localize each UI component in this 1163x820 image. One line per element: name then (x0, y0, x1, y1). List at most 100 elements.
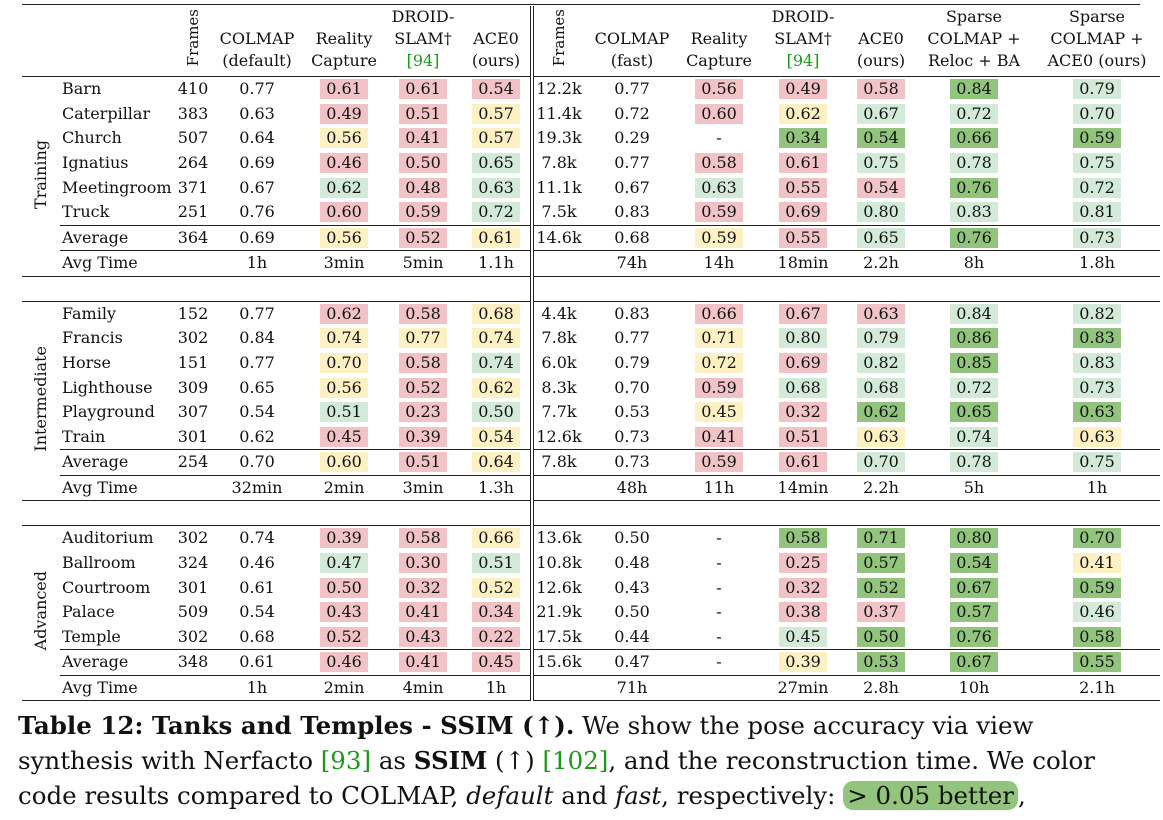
table-cell: 0.73 (584, 449, 680, 476)
cell-value: 2.2h (863, 253, 899, 273)
table-cell: 0.58 (384, 525, 462, 551)
table-cell: 0.72 (914, 375, 1034, 400)
table-cell: 0.78 (914, 151, 1034, 176)
cell-value: 0.68 (472, 303, 520, 324)
cell-value: 0.53 (857, 652, 905, 673)
table-row: Meetingroom 371 0.67 0.62 0.48 0.63 11.1k 0.67 0… (22, 175, 1160, 200)
table-cell: 0.66 (680, 300, 758, 327)
table-cell: 0.25 (758, 551, 848, 576)
table-cell: 0.65 (848, 224, 914, 251)
table-cell: 0.50 (848, 625, 914, 650)
cell-value: 0.55 (779, 227, 827, 248)
table-cell: 0.77 (210, 300, 304, 327)
cell-value: 0.38 (779, 602, 827, 623)
cell-value: 0.63 (472, 177, 520, 198)
table-cell: 0.60 (680, 102, 758, 127)
caption-ref-102[interactable]: [102] (542, 746, 609, 775)
table-cell: 151 (176, 351, 210, 376)
cell-value: 0.41 (1073, 553, 1121, 574)
table-cell: 0.77 (210, 75, 304, 102)
table-row: Ignatius 264 0.69 0.46 0.50 0.65 7.8k 0.77 0.58 0… (22, 150, 1160, 176)
cell-value: 0.60 (320, 452, 368, 473)
table-cell: 309 (176, 375, 210, 400)
average-label: Average (60, 449, 176, 476)
table-cell: 10h (914, 674, 1034, 702)
table-cell: 4.4k (532, 300, 584, 327)
table-cell: 0.75 (1034, 151, 1160, 176)
cell-value: 251 (177, 202, 209, 222)
cell-value: 0.57 (950, 602, 998, 623)
cell-value: 0.79 (857, 328, 905, 349)
table-cell: 8h (914, 250, 1034, 277)
cell-value: 0.32 (779, 577, 827, 598)
caption-text-2: as (371, 746, 414, 775)
sparse-reloc-ba-header: Sparse COLMAP + Reloc + BA (927, 7, 1021, 70)
table-cell: 0.74 (914, 425, 1034, 450)
cell-value: 32min (231, 477, 283, 497)
table-cell: 0.57 (914, 600, 1034, 625)
cell-value: 0.51 (320, 402, 368, 423)
cell-value: 0.48 (399, 177, 447, 198)
table-cell: 2min (304, 474, 384, 502)
cell-value: 0.56 (320, 128, 368, 149)
table-cell: 0.57 (848, 551, 914, 576)
table-cell: 302 (176, 525, 210, 551)
table-cell: 0.62 (462, 375, 534, 400)
table-cell: - (680, 649, 758, 676)
table-cell: 7.7k (532, 400, 584, 425)
table-cell: 2.2h (848, 474, 914, 502)
table-cell: 11.1k (532, 175, 584, 200)
table-row: Truck 251 0.76 0.60 0.59 0.72 7.5k 0.83 0.59 0.69… (22, 199, 1160, 226)
cell-value: 0.51 (472, 553, 520, 574)
table-cell: 0.69 (210, 224, 304, 251)
cell-value: 0.54 (950, 553, 998, 574)
cell-value: 0.74 (320, 328, 368, 349)
colmap-default-header: COLMAP (default) (219, 29, 295, 70)
table-cell: 0.62 (304, 300, 384, 327)
cell-value: 0.63 (857, 303, 905, 324)
cell-value: 7.8k (541, 328, 577, 348)
scene-name: Lighthouse (62, 377, 153, 397)
table-cell: 0.38 (758, 600, 848, 625)
cell-value: 0.62 (320, 177, 368, 198)
table-cell: 0.70 (1034, 102, 1160, 127)
cell-value: 11h (703, 477, 735, 497)
table-cell: 18min (758, 250, 848, 277)
table-cell: 0.79 (848, 326, 914, 351)
cell-value: 0.54 (239, 402, 275, 422)
table-cell: 507 (176, 126, 210, 151)
cell-value: 2.8h (863, 677, 899, 697)
table-cell: 7.8k (532, 449, 584, 476)
table-cell: 152 (176, 300, 210, 327)
cell-value: 0.50 (472, 402, 520, 423)
cell-value: 0.71 (695, 328, 743, 349)
table-cell: 0.64 (462, 449, 534, 476)
cell-value: 0.72 (614, 103, 650, 123)
cell-value: 0.66 (472, 528, 520, 549)
caption-ref-93[interactable]: [93] (320, 746, 372, 775)
table-cell: 0.45 (758, 625, 848, 650)
avg-time-row: Avg Time 1h 3min 5min 1.1h 74h 14h 18min 2.2h 8h 1… (22, 250, 1160, 277)
table-cell: 264 (176, 151, 210, 176)
group-label-intermediate: Intermediate (22, 300, 60, 502)
table-cell: 0.69 (758, 200, 848, 225)
table-cell: 0.71 (848, 525, 914, 551)
table-cell: 0.58 (384, 300, 462, 327)
cell-value: 0.56 (320, 377, 368, 398)
average-row: Average 364 0.69 0.56 0.52 0.61 14.6k 0.68 0.59 0… (22, 224, 1160, 251)
table-cell: 0.61 (210, 575, 304, 600)
scene-name: Barn (60, 75, 176, 102)
cell-value: 0.59 (695, 452, 743, 473)
table-cell: 251 (176, 200, 210, 225)
cell-value: 0.39 (779, 652, 827, 673)
table-cell: - (680, 525, 758, 551)
table-cell: 0.80 (758, 326, 848, 351)
table-cell: 0.61 (210, 649, 304, 676)
cell-value: - (716, 626, 722, 646)
cell-value: 0.66 (695, 303, 743, 324)
cell-value: 0.46 (1073, 602, 1121, 623)
table-cell: 0.52 (304, 625, 384, 650)
table-cell: 0.63 (1034, 425, 1160, 450)
cell-value: 0.62 (320, 303, 368, 324)
cell-value: 0.83 (614, 303, 650, 323)
